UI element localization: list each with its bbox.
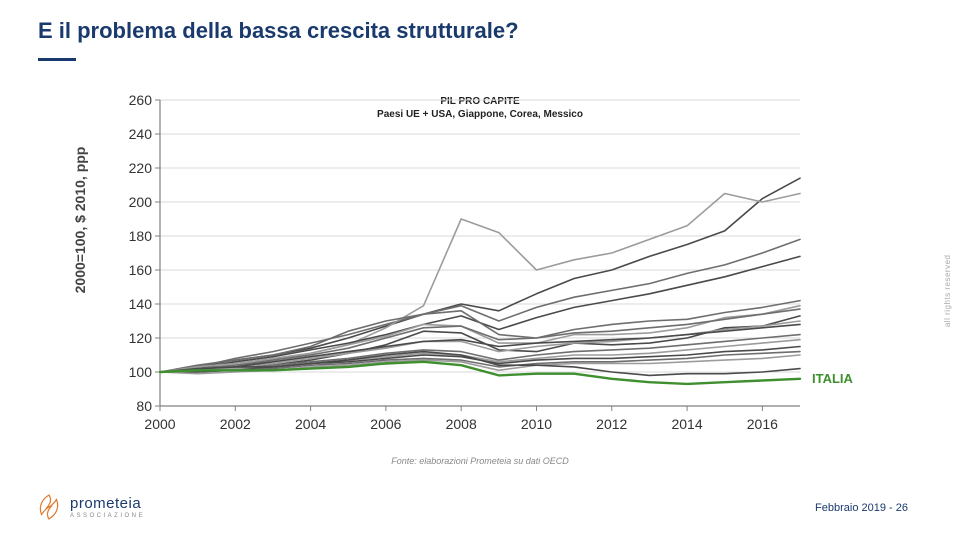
chart-svg [110,92,810,432]
italy-label: ITALIA [812,371,853,386]
logo: prometeia ASSOCIAZIONE [34,492,145,522]
y-tick-label: 80 [122,398,152,414]
y-tick-label: 120 [122,330,152,346]
logo-name: prometeia [70,496,145,511]
chart-source: Fonte: elaborazioni Prometeia su dati OE… [0,456,960,466]
x-tick-label: 2014 [671,416,702,432]
x-tick-label: 2004 [295,416,326,432]
line-chart [110,92,810,432]
title-underline [38,58,76,61]
x-tick-label: 2008 [446,416,477,432]
copyright-text: all rights reserved [944,255,953,328]
x-tick-label: 2006 [370,416,401,432]
y-tick-label: 220 [122,160,152,176]
x-tick-label: 2000 [144,416,175,432]
slide-title: E il problema della bassa crescita strut… [38,18,519,44]
footer-date: Febbraio 2019 - 26 [815,502,908,514]
y-tick-label: 140 [122,296,152,312]
x-tick-label: 2016 [747,416,778,432]
x-tick-label: 2002 [220,416,251,432]
y-tick-label: 100 [122,364,152,380]
y-tick-label: 260 [122,92,152,108]
x-tick-label: 2012 [596,416,627,432]
y-tick-label: 180 [122,228,152,244]
logo-icon [34,492,64,522]
y-tick-label: 160 [122,262,152,278]
x-tick-label: 2010 [521,416,552,432]
y-tick-label: 200 [122,194,152,210]
logo-sub: ASSOCIAZIONE [70,513,145,519]
y-axis-label: 2000=100, $ 2010, ppp [72,147,88,294]
y-tick-label: 240 [122,126,152,142]
